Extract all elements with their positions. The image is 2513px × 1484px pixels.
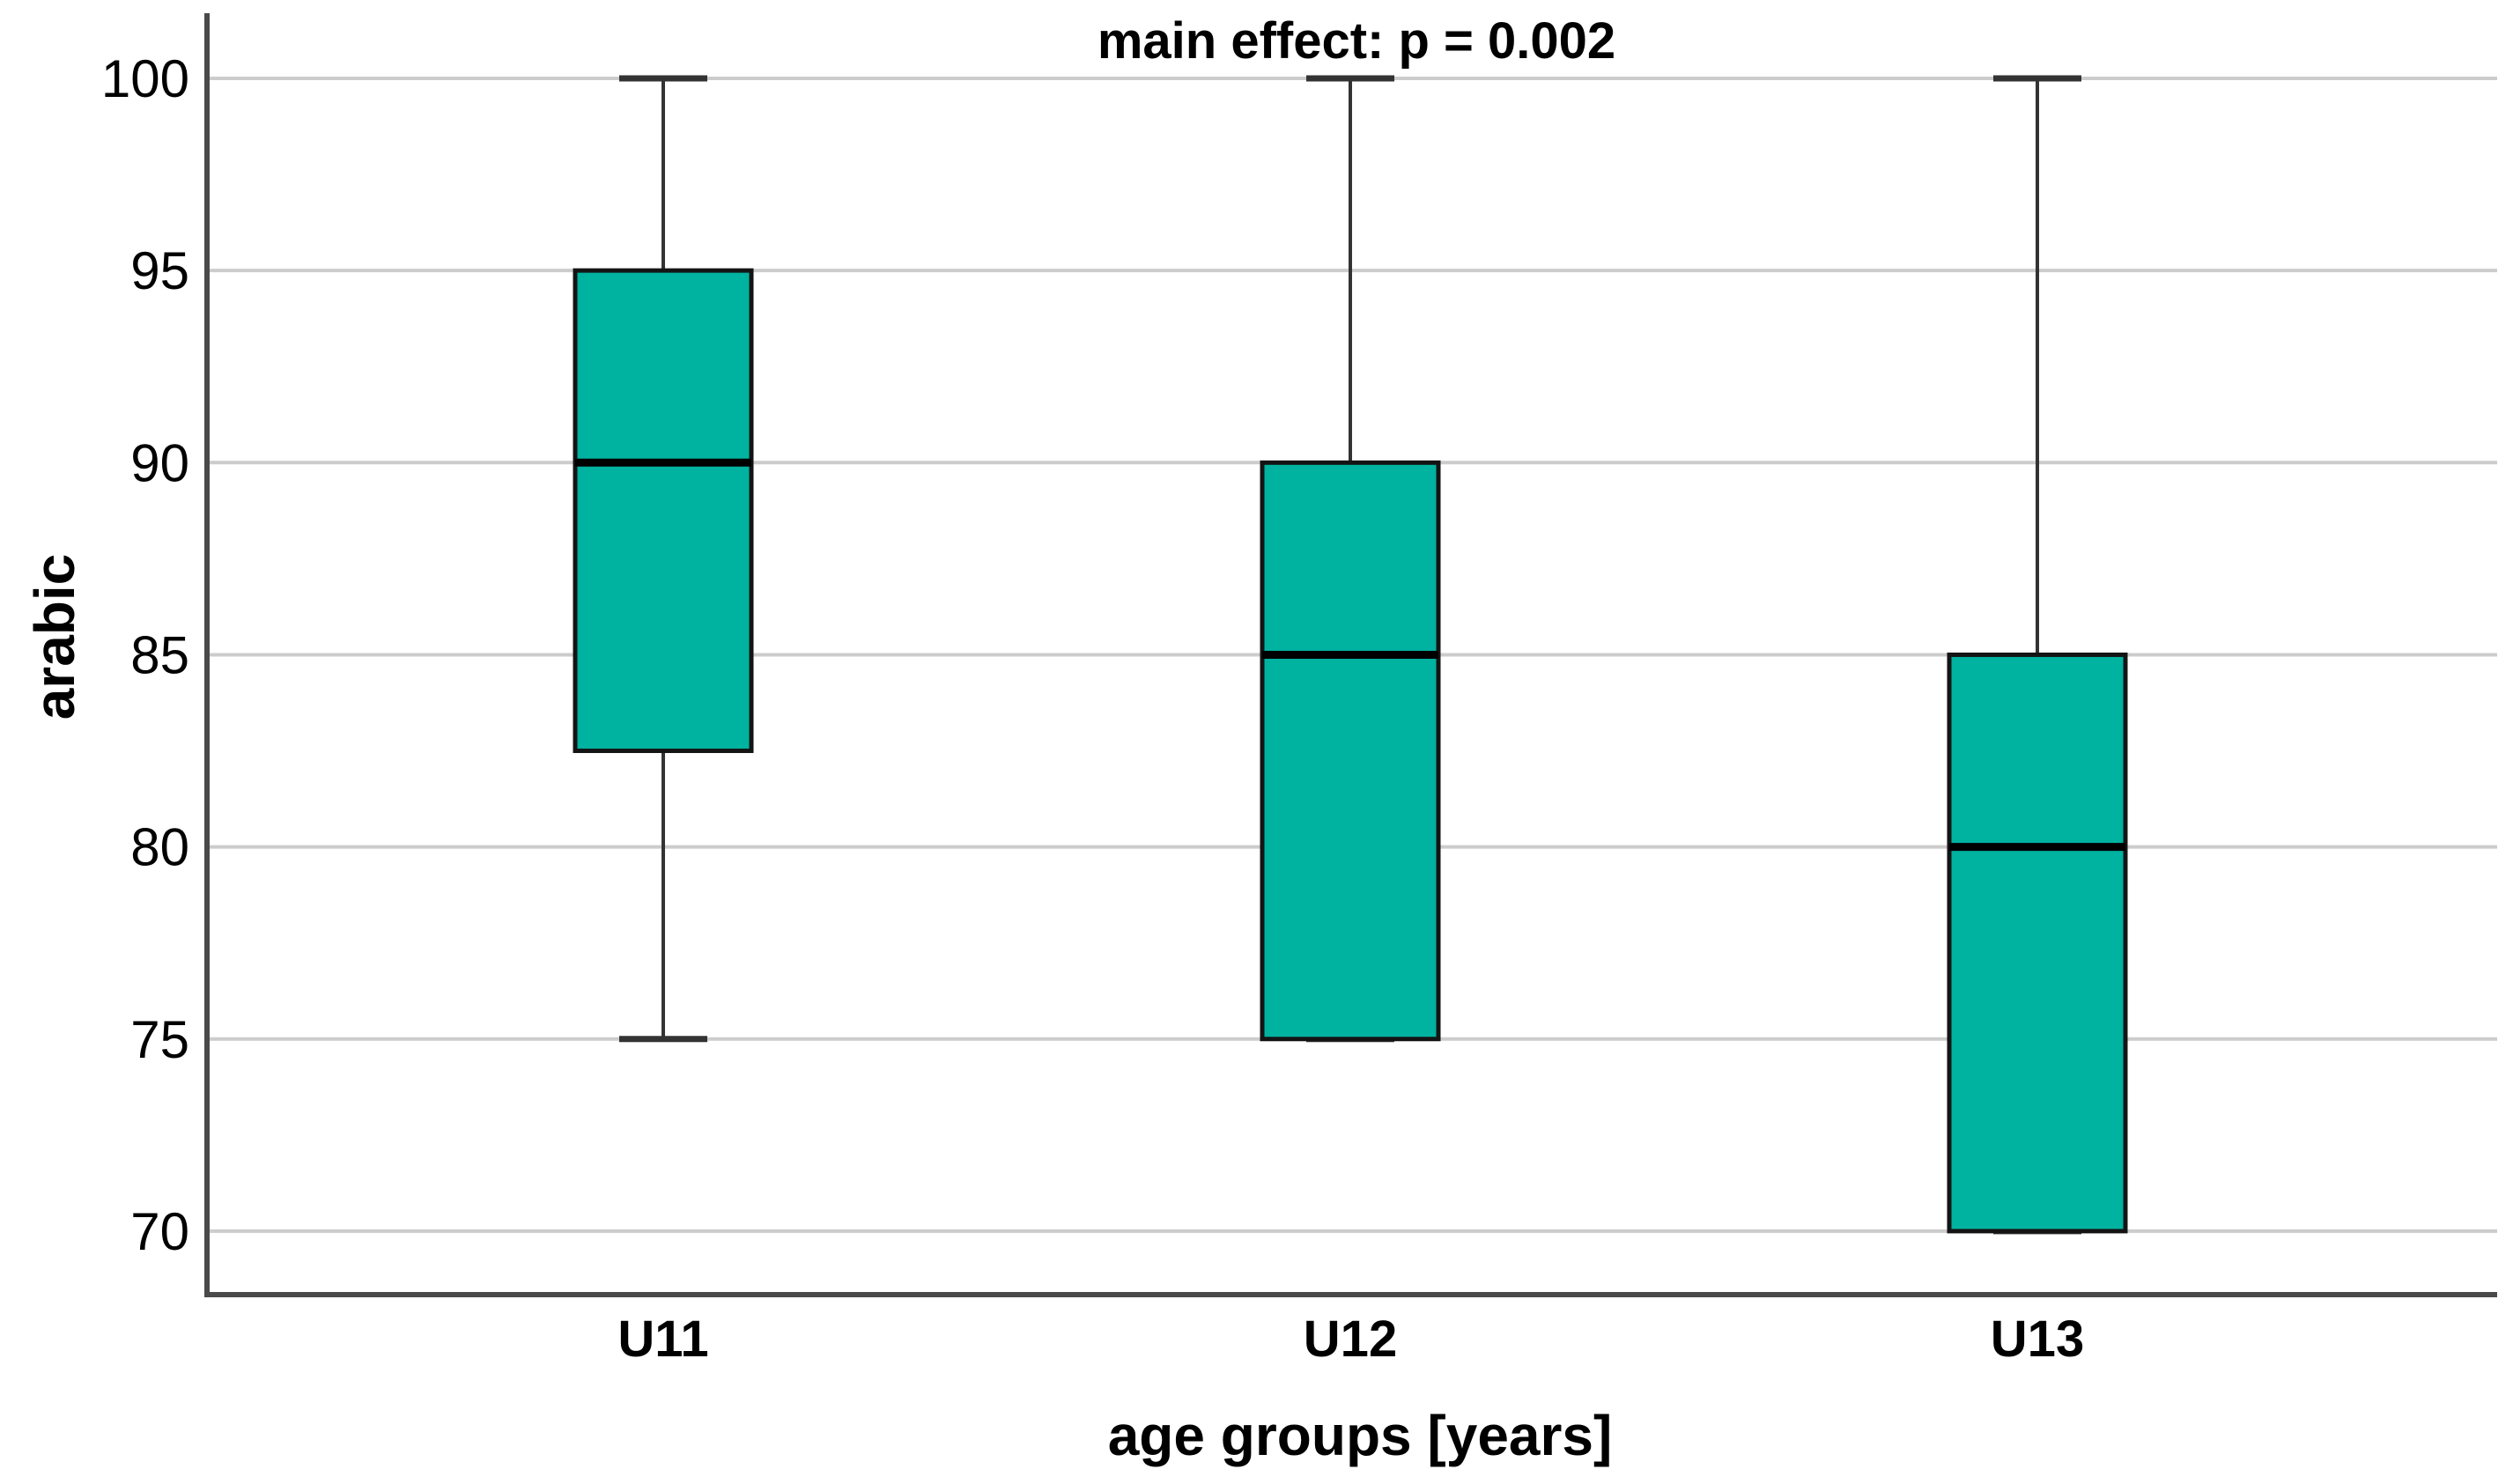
chart-title: main effect: p = 0.002	[1097, 12, 1616, 70]
y-tick-label-85: 85	[130, 625, 189, 684]
y-tick-label-75: 75	[130, 1010, 189, 1069]
x-axis-title: age groups [years]	[1107, 1404, 1613, 1467]
y-tick-label-80: 80	[130, 818, 189, 877]
x-tick-label-u11: U11	[617, 1310, 708, 1368]
y-tick-label-95: 95	[130, 241, 189, 300]
box-u11	[573, 268, 754, 754]
x-tick-label-u12: U12	[1304, 1310, 1397, 1368]
x-tick-label-u13: U13	[1991, 1310, 2084, 1368]
y-tick-label-100: 100	[101, 49, 189, 108]
y-tick-label-90: 90	[130, 433, 189, 492]
box-u12	[1260, 460, 1441, 1042]
y-tick-label-70: 70	[130, 1202, 189, 1261]
box-u13	[1947, 652, 2128, 1234]
